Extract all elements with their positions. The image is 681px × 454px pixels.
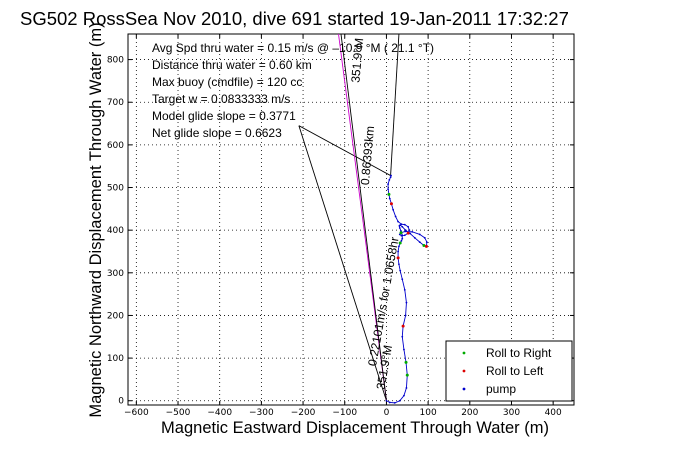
pump-point (409, 232, 412, 235)
x-tick-label: −100 (332, 408, 357, 418)
roll-right-point (399, 231, 403, 235)
pump-point (393, 401, 396, 404)
legend-marker-pump (462, 387, 466, 391)
pump-point (411, 230, 414, 233)
pump-point (398, 263, 400, 266)
x-tick-label: −500 (166, 408, 191, 418)
annotation-distance: Distance thru water = 0.60 km (152, 58, 312, 72)
legend-marker-roll-right (462, 351, 466, 355)
pump-point (388, 401, 391, 404)
pump-point (403, 234, 406, 237)
pump-point (385, 399, 388, 402)
pump-point (392, 208, 394, 211)
pump-point (399, 269, 402, 272)
x-tick-label: 100 (420, 408, 437, 418)
pump-point (413, 236, 416, 239)
y-tick-label: 0 (118, 397, 124, 407)
pump-point (398, 227, 401, 229)
y-tick-label: 200 (107, 311, 124, 321)
pump-point (401, 278, 404, 281)
pump-point (403, 348, 405, 351)
roll-left-point (406, 231, 410, 235)
annotation-net-glide-slope: Net glide slope = 0.6623 (152, 126, 282, 140)
annotation-max-buoy: Max buoy (cmdfile) = 120 cc (152, 75, 302, 89)
legend-entry-pump: pump (486, 382, 516, 396)
roll-right-point (405, 373, 409, 377)
pump-point (401, 237, 404, 240)
roll-right-point (404, 360, 408, 364)
y-tick-label: 500 (107, 184, 124, 194)
legend-entry-roll-right: Roll to Right (486, 346, 552, 360)
pump-point (400, 239, 403, 242)
pump-point (398, 399, 401, 402)
pump-point (401, 225, 404, 228)
pump-point (404, 230, 407, 233)
pump-point (387, 188, 389, 191)
y-tick-label: 700 (107, 98, 124, 108)
y-tick-label: 100 (107, 354, 124, 364)
pump-point (405, 301, 408, 304)
pump-point (400, 234, 403, 237)
y-tick-label: 400 (107, 226, 124, 236)
y-tick-label: 800 (107, 56, 124, 66)
x-tick-label: −200 (291, 408, 316, 418)
stats-annotations: Avg Spd thru water = 0.15 m/s @ –10.9 °M… (152, 41, 434, 140)
reference-line (298, 125, 391, 176)
legend-entry-roll-left: Roll to Left (486, 364, 544, 378)
legend-box (445, 340, 573, 402)
pump-point (398, 245, 400, 248)
chart-title: SG502 RossSea Nov 2010, dive 691 started… (20, 8, 569, 29)
pump-point (425, 241, 428, 244)
legend-marker-roll-left (462, 369, 466, 373)
pump-point (405, 387, 408, 389)
annotation-model-glide-slope: Model glide slope = 0.3771 (152, 109, 296, 123)
pump-point (400, 223, 403, 226)
y-tick-label: 300 (107, 269, 124, 279)
roll-right-point (387, 192, 391, 196)
pump-point (404, 314, 407, 317)
pump-point (423, 236, 426, 239)
pump-point (407, 225, 410, 228)
roll-left-point (396, 256, 400, 260)
roll-left-point (424, 244, 428, 248)
x-tick-label: −600 (124, 408, 149, 418)
x-tick-label: −400 (207, 408, 232, 418)
pump-point (388, 197, 391, 200)
line-label: 351.9°M (348, 37, 366, 83)
roll-left-point (401, 324, 405, 328)
reference-line (298, 125, 387, 401)
annotation-target-w: Target w = 0.0833333 m/s (152, 92, 290, 106)
pump-point (418, 241, 421, 244)
pump-point (389, 176, 392, 179)
y-tick-label: 600 (107, 141, 124, 151)
x-tick-label: 200 (461, 408, 478, 418)
x-tick-label: −300 (249, 408, 274, 418)
reference-line (390, 33, 400, 176)
x-tick-label: 0 (384, 408, 390, 418)
pump-point (418, 233, 421, 236)
pump-point (397, 220, 400, 223)
legend: Roll to Right Roll to Left pump (445, 340, 573, 402)
roll-right-point (422, 244, 426, 248)
pump-point (387, 183, 389, 186)
pump-point (403, 223, 406, 226)
pump-point (394, 215, 397, 218)
x-tick-label: 300 (503, 408, 520, 418)
reference-line (340, 33, 387, 401)
roll-right-point (398, 241, 402, 245)
pump-point (390, 174, 392, 177)
pump-point (403, 288, 406, 291)
x-tick-label: 400 (545, 408, 562, 418)
pump-point (388, 178, 391, 181)
pump-point (401, 335, 404, 338)
line-label: 0.86393km (358, 125, 377, 185)
pump-point (403, 394, 405, 397)
pump-point (408, 229, 411, 232)
y-axis-label: Magnetic Northward Displacement Through … (87, 22, 105, 417)
roll-left-point (389, 202, 393, 206)
x-axis-label: Magnetic Eastward Displacement Through W… (161, 419, 549, 437)
pump-point (397, 250, 400, 253)
annotation-avg-speed: Avg Spd thru water = 0.15 m/s @ –10.9 °M… (152, 41, 434, 55)
